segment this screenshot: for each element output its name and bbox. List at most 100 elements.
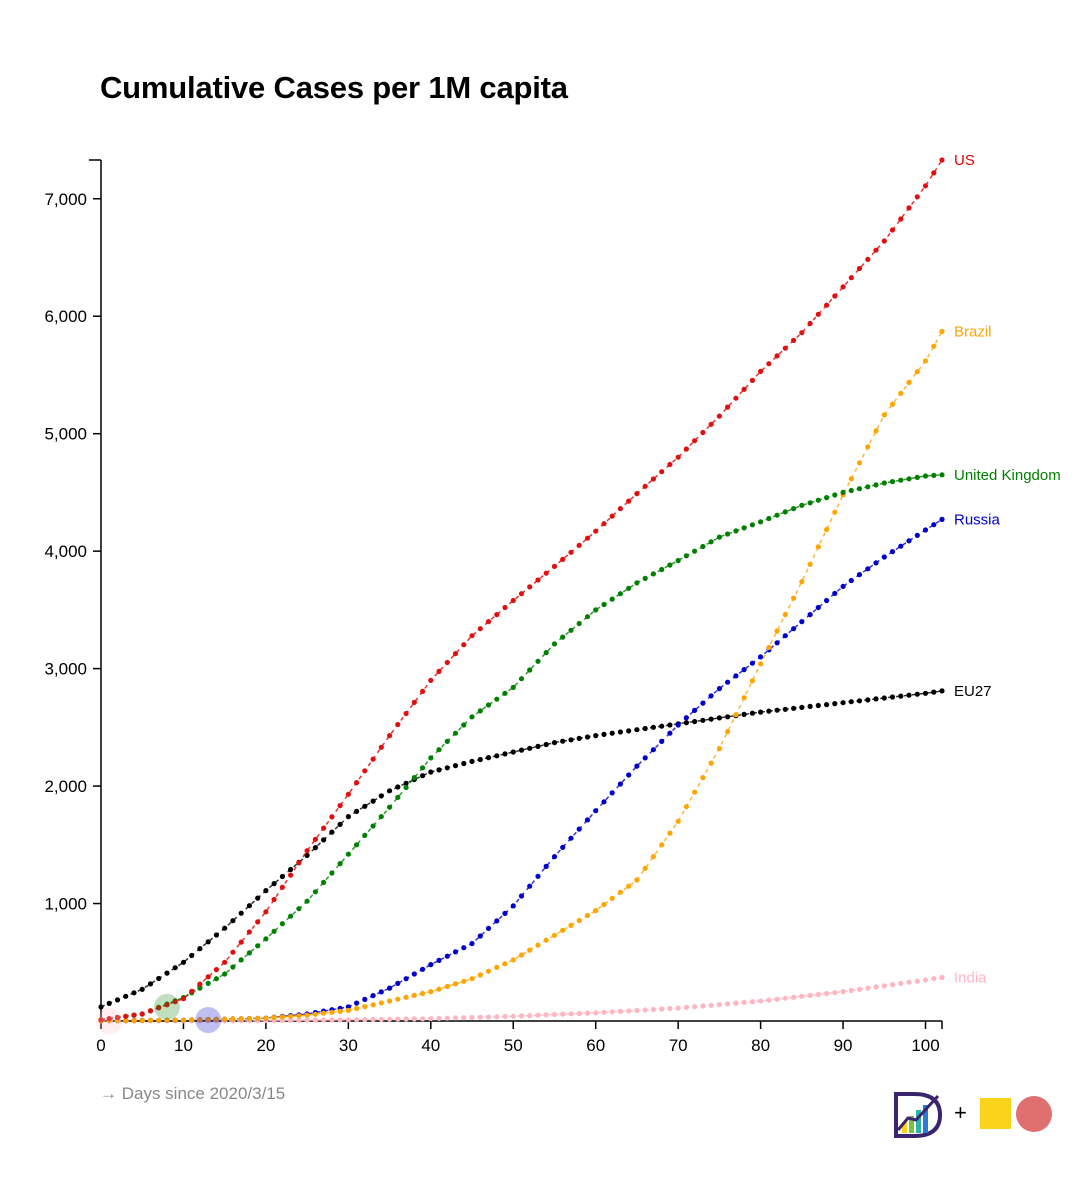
red-circle-icon <box>1016 1096 1052 1132</box>
data-point <box>609 790 615 796</box>
branding: + <box>892 1090 1062 1140</box>
data-point <box>700 1003 706 1009</box>
data-point <box>535 942 541 948</box>
data-point <box>370 823 376 829</box>
x-tick-label: 50 <box>504 1036 523 1055</box>
data-point <box>411 699 417 706</box>
data-point <box>791 337 797 343</box>
data-point <box>387 985 393 991</box>
data-point <box>246 1015 252 1022</box>
data-point <box>189 988 195 995</box>
data-point <box>865 444 871 450</box>
data-point <box>469 1014 475 1021</box>
data-point <box>758 998 764 1004</box>
data-point <box>312 836 318 843</box>
data-point <box>642 1007 648 1013</box>
data-point <box>807 992 813 999</box>
data-point <box>238 957 244 963</box>
data-point <box>593 908 599 914</box>
data-point <box>246 929 252 935</box>
data-point <box>758 661 764 667</box>
data-point <box>922 473 929 479</box>
data-point <box>288 913 294 919</box>
data-point <box>345 791 351 797</box>
data-point <box>865 566 871 572</box>
data-point <box>387 804 393 810</box>
data-point <box>617 591 624 597</box>
data-point <box>650 476 657 482</box>
data-point <box>494 753 500 759</box>
data-point <box>568 1011 574 1017</box>
data-point <box>345 814 351 820</box>
data-point <box>156 1005 162 1011</box>
data-point <box>791 595 797 601</box>
data-point <box>230 918 236 924</box>
data-point <box>725 714 731 720</box>
data-point <box>634 1007 640 1014</box>
data-point <box>395 721 401 728</box>
data-point <box>246 950 252 956</box>
data-point <box>180 1017 187 1023</box>
data-point <box>444 659 450 666</box>
data-point <box>180 959 187 965</box>
data-point <box>502 751 508 757</box>
data-point <box>485 755 492 761</box>
data-point <box>749 678 756 684</box>
data-point <box>832 701 838 707</box>
data-point <box>931 170 937 176</box>
data-point <box>370 993 376 999</box>
data-point <box>700 429 706 436</box>
data-point <box>692 548 698 554</box>
data-point <box>659 469 665 475</box>
data-point <box>824 526 830 533</box>
data-point <box>914 369 920 375</box>
data-point <box>436 767 442 773</box>
data-point <box>510 597 516 604</box>
data-point <box>568 549 574 555</box>
data-point <box>436 747 442 753</box>
data-point <box>906 692 912 698</box>
data-point <box>617 1008 624 1015</box>
data-point <box>469 714 475 720</box>
data-point <box>362 996 368 1003</box>
data-point <box>626 883 632 889</box>
data-point <box>288 866 294 873</box>
data-point <box>881 480 887 486</box>
data-point <box>510 749 516 755</box>
data-point <box>461 978 467 984</box>
data-point <box>255 919 261 925</box>
data-point <box>255 943 261 949</box>
data-point <box>436 668 442 675</box>
data-point <box>222 971 228 977</box>
data-point <box>420 1016 426 1022</box>
series-label-india: India <box>954 970 987 987</box>
data-point <box>708 760 714 766</box>
data-point <box>914 194 920 200</box>
data-point <box>856 486 863 492</box>
data-point <box>725 729 731 735</box>
data-point <box>420 966 426 972</box>
data-point <box>873 482 879 488</box>
data-point <box>370 798 376 804</box>
data-point <box>197 1017 203 1023</box>
data-point <box>601 901 607 908</box>
data-point <box>939 516 945 523</box>
data-point <box>535 1012 541 1018</box>
data-point <box>791 705 797 711</box>
data-point <box>518 893 525 899</box>
data-point <box>477 1014 483 1020</box>
data-point <box>197 946 203 952</box>
data-point <box>354 1017 360 1023</box>
x-tick-label: 0 <box>96 1036 105 1055</box>
data-point <box>914 691 920 697</box>
data-point <box>370 1002 376 1008</box>
data-point <box>172 1017 178 1023</box>
data-point <box>304 848 310 854</box>
data-point <box>436 1015 442 1022</box>
data-point <box>114 997 121 1003</box>
data-point <box>337 821 343 828</box>
data-point <box>766 997 772 1003</box>
data-point <box>659 738 665 745</box>
data-point <box>403 780 409 786</box>
data-point <box>560 844 566 851</box>
